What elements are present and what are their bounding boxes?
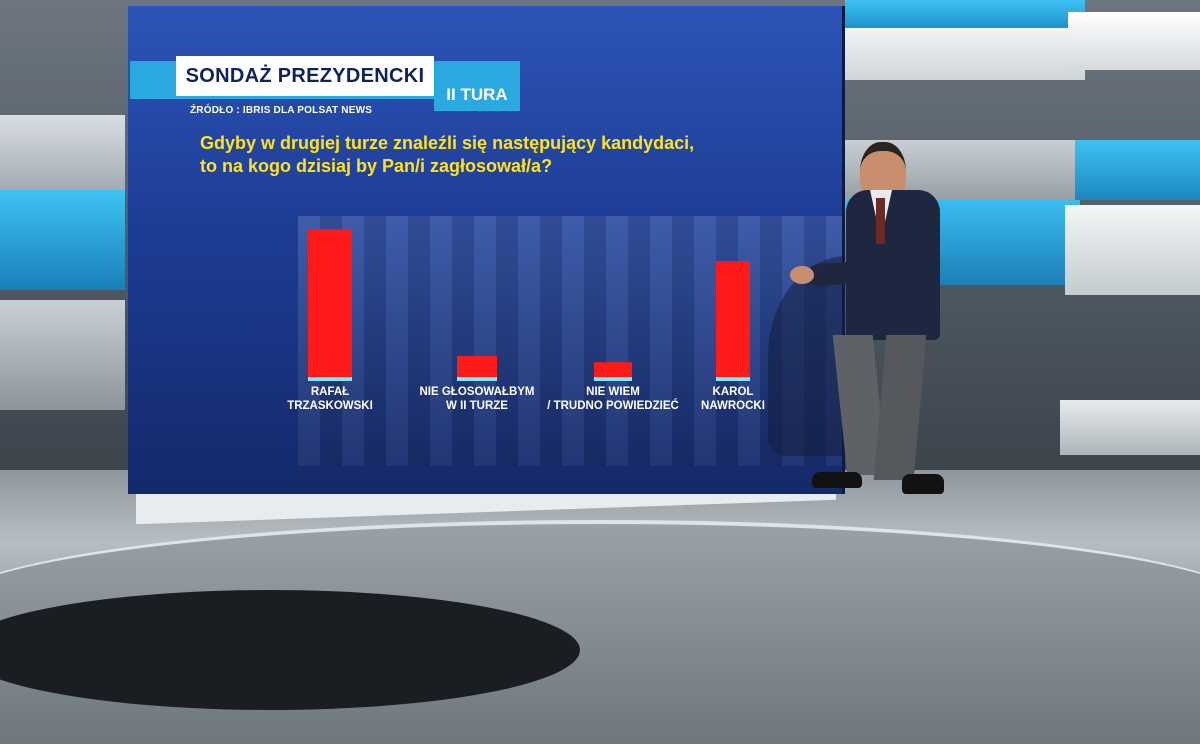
- video-wall: [128, 6, 845, 494]
- round-label: II TURA: [434, 79, 520, 111]
- pillar-blue: [1075, 140, 1200, 200]
- right-white-panel: [845, 28, 1085, 80]
- presenter-hand: [790, 266, 814, 284]
- pillar-lower: [1060, 400, 1200, 455]
- presenter-tie: [876, 198, 885, 244]
- left-lower-panel: [0, 300, 125, 410]
- poll-source: ŹRÓDŁO : IBRIS DLA POLSAT NEWS: [190, 105, 373, 116]
- building-backdrop: [298, 216, 842, 466]
- poll-title: SONDAŻ PREZYDENCKI: [176, 56, 434, 96]
- question-line-1: Gdyby w drugiej turze znaleźli się nastę…: [200, 133, 695, 153]
- left-light-panel: [0, 115, 125, 195]
- presenter-shoe-left: [812, 472, 862, 488]
- presenter-shoe-right: [902, 474, 944, 494]
- poll-question: Gdyby w drugiej turze znaleźli się nastę…: [200, 132, 720, 178]
- pillar-top: [1068, 12, 1200, 70]
- right-top-panel: [845, 0, 1085, 30]
- question-line-2: to na kogo dzisiaj by Pan/i zagłosował/a…: [200, 156, 553, 176]
- pillar-white: [1065, 205, 1200, 295]
- left-blue-panel: [0, 190, 125, 290]
